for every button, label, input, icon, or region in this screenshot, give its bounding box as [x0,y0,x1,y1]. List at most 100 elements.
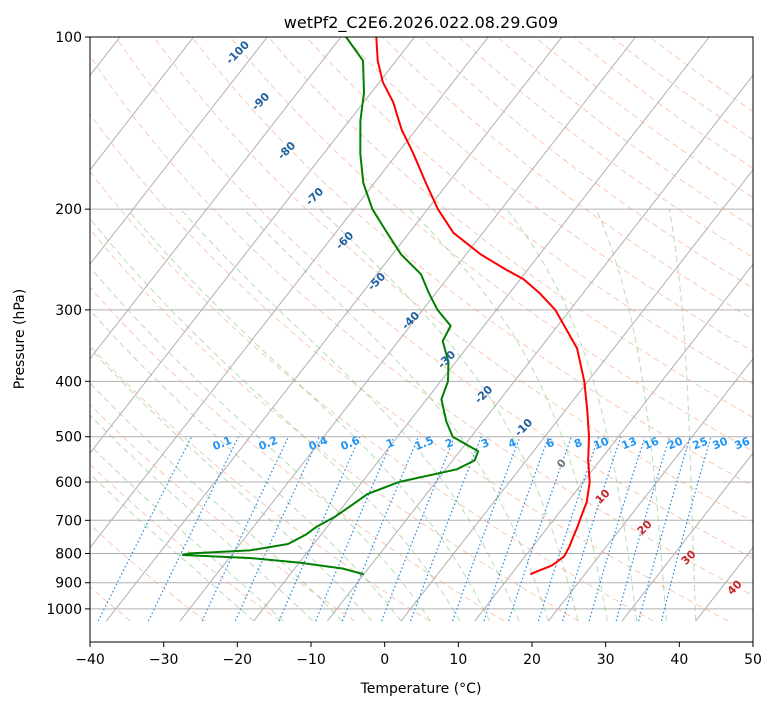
mixing-ratio-line [452,436,521,622]
dry-adiabat [191,37,753,487]
x-tick-label: −30 [149,652,179,668]
dry-adiabat-label: -30 [435,348,458,371]
dry-adiabat-label: 10 [593,486,613,506]
mixing-ratio-label: 1 [384,436,396,451]
mixing-ratio-line [537,436,600,622]
mixing-ratio-line [615,436,671,622]
mixing-ratio-label: 16 [642,434,661,452]
temperature-profile [375,37,591,576]
x-tick-label: 10 [449,652,467,668]
isotherm-line [547,357,753,622]
moist-adiabat [409,208,608,622]
isotherm-line [105,37,563,622]
mixing-ratio-label: 10 [592,434,611,452]
plot-frame [89,36,754,643]
x-tick-label: −40 [75,652,105,668]
mixing-ratio-line [588,436,646,622]
mixing-ratio-label: 25 [691,435,710,453]
mixing-ratio-label: 3 [479,436,491,451]
x-tick-label: 30 [597,652,615,668]
dry-adiabat [90,113,729,622]
dry-adiabat [534,37,753,199]
mixing-ratio-line [278,436,361,622]
dry-adiabat [90,228,579,622]
x-tick-label: 0 [380,652,389,668]
dry-adiabat-label: -40 [399,309,422,332]
moist-adiabat [90,266,431,622]
mixing-ratio-line [201,436,290,622]
mixing-ratio-line [234,436,320,622]
isotherm-line [474,263,753,622]
dry-adiabat-label: -70 [303,185,326,208]
mixing-ratio-line [381,436,456,622]
isotherm-line [179,37,636,622]
mixing-ratio-label: 8 [572,436,584,451]
y-tick-label: 500 [55,430,82,446]
x-tick-label: 20 [523,652,541,668]
mixing-ratio-line [562,436,622,622]
x-tick-label: 50 [744,652,762,668]
dry-adiabat [90,524,206,622]
isotherm-line [90,37,268,266]
y-axis-label: Pressure (hPa) [12,289,28,389]
isotherm-line [90,37,194,171]
x-tick-label: 40 [670,652,688,668]
moist-adiabat [90,444,284,622]
mixing-ratio-line [660,436,712,622]
moist-adiabat [127,208,490,622]
mixing-ratio-line [97,436,193,622]
dry-adiabat-label: 0 [554,456,569,471]
dry-adiabat-label: -10 [512,416,535,439]
mixing-ratio-line [147,436,240,622]
moist-adiabat [90,347,372,622]
mixing-ratio-line [409,436,482,622]
moist-adiabat [90,382,343,622]
isotherm-line [769,37,775,621]
dry-adiabat-label: -80 [275,139,298,162]
isotherm-line [621,452,753,622]
dry-adiabat [153,37,753,523]
dry-adiabat [382,37,753,321]
y-tick-label: 1000 [46,602,82,618]
dry-adiabat [90,344,430,622]
y-tick-label: 800 [55,546,82,562]
mixing-ratio-label: 20 [666,434,685,452]
dry-adiabat-label: -100 [223,38,252,67]
mixing-ratio-label: 2 [443,436,455,451]
moist-adiabat [90,473,255,622]
dry-adiabat [90,286,505,622]
dry-adiabat [90,171,654,622]
dry-adiabat [90,463,281,622]
dry-adiabat [267,37,753,418]
isopleth-labels: 0.1 0.2 0.4 0.6 1 1.5 2 3 4 6 8 10 13 16 20 25 30 36-100-… [211,38,752,598]
dry-adiabat-label: -20 [472,383,495,406]
x-tick-label: −20 [223,652,253,668]
y-tick-label: 900 [55,576,82,592]
mixing-ratio-label: 13 [620,435,639,453]
y-tick-label: 300 [55,303,82,319]
dewpoint-profile [181,37,480,576]
isotherm-line [253,37,710,622]
dry-adiabat [344,37,753,353]
profile-lines [181,37,591,576]
mixing-ratio-line [315,436,395,622]
x-tick-label: −10 [296,652,326,668]
dry-adiabat [649,37,753,112]
moist-adiabat [90,217,461,622]
mixing-ratio-label: 30 [711,434,730,452]
isotherm-line [90,37,489,549]
isotherm-line [400,168,753,622]
mixing-ratio-line [341,436,419,622]
moist-adiabat [243,208,549,622]
isotherm-line [90,37,342,360]
background-lines [90,37,775,622]
dry-adiabat [496,37,753,228]
dry-adiabat [90,55,753,597]
isotherm-line [90,37,415,454]
mixing-ratio-label: 36 [733,434,752,452]
y-tick-label: 100 [55,30,82,46]
axes: −40 −30 −20 −10 0 10 20 30 40 5010020030040050060… [46,30,762,668]
dry-adiabat [305,37,753,385]
